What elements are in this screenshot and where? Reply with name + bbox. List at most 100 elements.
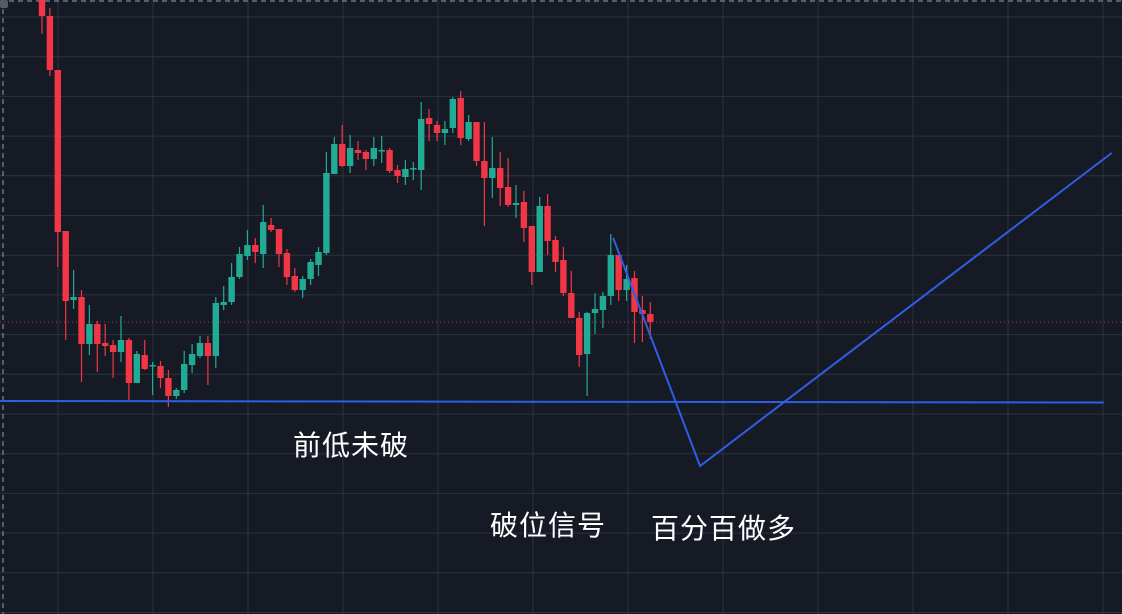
candle-body [299,279,306,290]
candle-body [362,152,370,159]
candle-down [267,218,275,232]
candle-body [528,226,535,272]
candle-down [481,122,488,226]
candle-body [402,169,409,177]
candle-body [465,122,472,139]
candle-body [157,366,164,378]
candle-up [378,136,385,163]
candle-up [370,137,377,166]
candle-body [370,148,377,159]
candle-up [86,305,93,355]
candle-body [441,129,449,133]
candle-down [252,238,259,263]
candle-body [425,118,433,124]
candle-up [623,265,630,301]
candle-body [386,150,393,171]
candle-body [410,168,417,170]
candle-up [449,97,456,133]
candle-down [504,158,512,207]
annotation-long-call: 百分百做多 [651,512,797,545]
candle-body [433,125,441,133]
corner-handle-icon[interactable] [0,0,8,8]
candle-body [133,354,140,383]
candle-body [520,202,528,228]
candle-body [236,254,243,277]
candle-down [94,321,101,372]
candle-down [141,340,148,370]
candle-body [599,296,607,310]
candle-up [591,293,599,334]
candle-up [307,259,314,285]
candle-down [362,150,370,170]
candle-body [86,324,93,344]
candle-up [441,121,449,145]
candle-down [78,290,85,382]
candles [38,0,654,407]
candle-body [615,255,622,290]
support-line[interactable] [0,400,1104,404]
candle-body [181,364,188,390]
candle-body [260,222,267,254]
candle-body [323,173,330,253]
candle-down [54,70,61,267]
candle-up [220,286,227,310]
candle-up [149,362,156,395]
candle-up [133,351,140,383]
candle-body [117,340,125,352]
candle-body [38,0,46,16]
candle-body [204,343,212,356]
candle-up [173,388,180,399]
candle-body [607,255,614,296]
candle-body [228,277,235,302]
candle-up [228,263,235,305]
candle-body [78,297,85,344]
candle-down [125,338,133,400]
candle-down [433,121,441,141]
candle-body [283,253,291,277]
candle-body [291,276,298,290]
candle-up [260,205,267,268]
candle-body [647,314,654,322]
candle-up [117,316,125,362]
candle-down [157,361,164,388]
candle-body [188,354,196,365]
candle-up [331,137,338,174]
candle-up [536,197,543,272]
candle-down [425,109,433,141]
candle-body [568,293,575,318]
candle-up [489,137,496,198]
candle-up [465,115,472,141]
candle-body [54,70,61,232]
projection-path[interactable] [612,152,1113,468]
candle-body [220,302,227,305]
candle-up [512,185,520,218]
candle-up [323,152,330,255]
candle-down [631,271,638,343]
candle-body [354,150,362,153]
candle-up [244,230,251,260]
candle-body [252,245,259,252]
candle-body [165,378,172,396]
candle-body [378,150,385,152]
candle-body [125,340,133,383]
candle-body [473,122,480,161]
candle-body [109,345,117,352]
candle-down [354,141,362,160]
candle-body [481,161,488,178]
candle-body [307,262,314,279]
candle-down [560,247,567,296]
candle-up [299,276,306,298]
candle-up [181,351,188,393]
candle-down [275,229,283,267]
candle-body [62,231,69,301]
candle-body [244,245,251,256]
candle-down [615,255,622,301]
candle-down [109,340,117,378]
candle-down [552,236,559,272]
candle-body [544,206,551,241]
candle-body [141,355,148,369]
candle-body [196,343,204,356]
